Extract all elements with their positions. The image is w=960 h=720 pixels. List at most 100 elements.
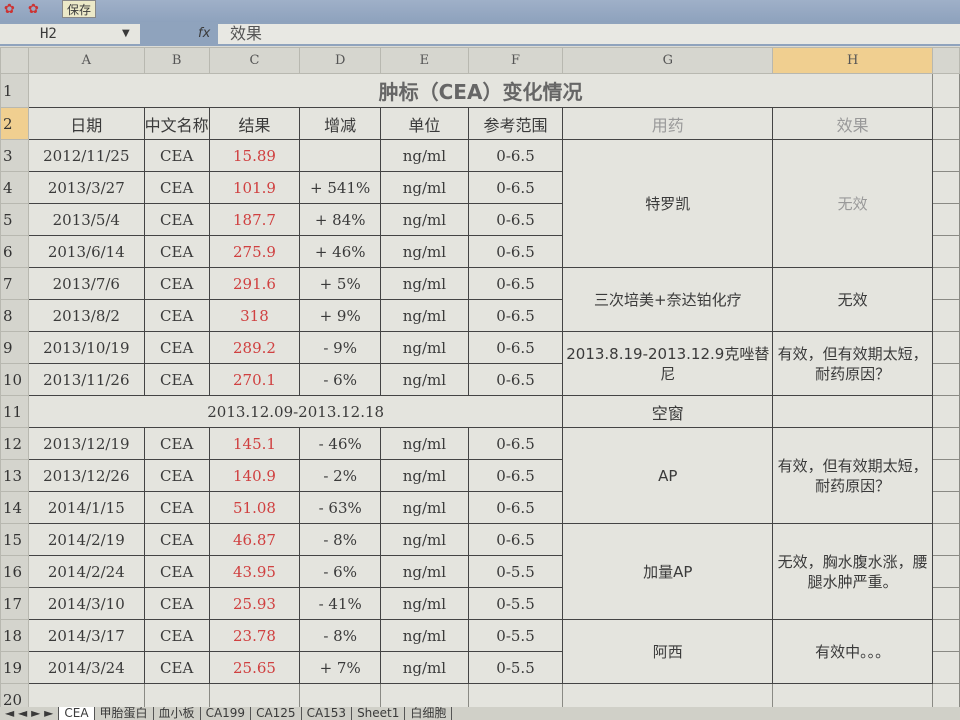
- sheet-tab[interactable]: 甲胎蛋白: [94, 707, 154, 720]
- redo-icon[interactable]: ✿: [28, 2, 39, 17]
- sheet-tab[interactable]: CEA: [59, 707, 95, 720]
- header-cell[interactable]: 参考范围: [467, 107, 564, 140]
- row-header[interactable]: 3: [0, 139, 29, 172]
- sheet-tab[interactable]: 白细胞: [405, 707, 453, 720]
- unit-cell[interactable]: ng/ml: [380, 235, 469, 268]
- range-cell[interactable]: 0-6.5: [467, 459, 564, 492]
- unit-cell[interactable]: ng/ml: [380, 139, 469, 172]
- column-header-D[interactable]: D: [299, 47, 382, 74]
- drug-cell[interactable]: 加量AP: [562, 523, 774, 620]
- range-cell[interactable]: 0-5.5: [467, 619, 564, 652]
- date-cell[interactable]: 2014/3/17: [27, 619, 145, 652]
- range-cell[interactable]: 0-6.5: [467, 427, 564, 460]
- result-cell[interactable]: 23.78: [208, 619, 301, 652]
- row-header[interactable]: 2: [0, 107, 29, 140]
- row-header[interactable]: 10: [0, 363, 29, 396]
- change-cell[interactable]: - 63%: [299, 491, 382, 524]
- change-cell[interactable]: [299, 139, 382, 172]
- change-cell[interactable]: + 541%: [299, 171, 382, 204]
- effect-cell[interactable]: [772, 395, 934, 428]
- name-cell[interactable]: CEA: [143, 523, 210, 556]
- cell[interactable]: [932, 299, 960, 332]
- cell[interactable]: [932, 587, 960, 620]
- cell[interactable]: [932, 395, 960, 428]
- unit-cell[interactable]: ng/ml: [380, 459, 469, 492]
- drug-cell[interactable]: 2013.8.19-2013.12.9克唑替尼: [562, 331, 774, 396]
- name-cell[interactable]: CEA: [143, 587, 210, 620]
- sheet-tab[interactable]: CA199: [200, 707, 252, 720]
- unit-cell[interactable]: ng/ml: [380, 523, 469, 556]
- date-cell[interactable]: 2013/8/2: [27, 299, 145, 332]
- name-cell[interactable]: CEA: [143, 171, 210, 204]
- column-header-A[interactable]: A: [27, 47, 145, 74]
- select-all-corner[interactable]: [0, 47, 29, 74]
- drug-cell[interactable]: AP: [562, 427, 774, 524]
- range-cell[interactable]: 0-6.5: [467, 331, 564, 364]
- date-cell[interactable]: 2013/12/19: [27, 427, 145, 460]
- change-cell[interactable]: + 9%: [299, 299, 382, 332]
- date-cell[interactable]: 2013/3/27: [27, 171, 145, 204]
- name-cell[interactable]: CEA: [143, 267, 210, 300]
- column-header-F[interactable]: F: [467, 47, 564, 74]
- tab-nav[interactable]: ◄ ◄ ► ►: [0, 707, 60, 720]
- effect-cell[interactable]: 有效，但有效期太短，耐药原因？: [772, 331, 934, 396]
- cell[interactable]: [932, 235, 960, 268]
- result-cell[interactable]: 43.95: [208, 555, 301, 588]
- cell[interactable]: [932, 139, 960, 172]
- row-header[interactable]: 15: [0, 523, 29, 556]
- result-cell[interactable]: 46.87: [208, 523, 301, 556]
- result-cell[interactable]: 140.9: [208, 459, 301, 492]
- unit-cell[interactable]: ng/ml: [380, 651, 469, 684]
- column-header-extra[interactable]: [932, 47, 960, 74]
- change-cell[interactable]: + 7%: [299, 651, 382, 684]
- header-cell[interactable]: 用药: [562, 107, 774, 140]
- date-cell[interactable]: 2013/5/4: [27, 203, 145, 236]
- row-header[interactable]: 14: [0, 491, 29, 524]
- unit-cell[interactable]: ng/ml: [380, 491, 469, 524]
- change-cell[interactable]: + 46%: [299, 235, 382, 268]
- change-cell[interactable]: + 5%: [299, 267, 382, 300]
- date-cell[interactable]: 2014/2/24: [27, 555, 145, 588]
- date-cell[interactable]: 2013/12/26: [27, 459, 145, 492]
- name-box[interactable]: H2: [0, 24, 140, 44]
- effect-cell[interactable]: 无效，胸水腹水涨，腰腿水肿严重。: [772, 523, 934, 620]
- name-cell[interactable]: CEA: [143, 299, 210, 332]
- unit-cell[interactable]: ng/ml: [380, 587, 469, 620]
- range-cell[interactable]: 0-6.5: [467, 235, 564, 268]
- name-cell[interactable]: CEA: [143, 651, 210, 684]
- date-cell[interactable]: 2014/3/10: [27, 587, 145, 620]
- name-cell[interactable]: CEA: [143, 491, 210, 524]
- result-cell[interactable]: 25.65: [208, 651, 301, 684]
- effect-cell[interactable]: 无效: [772, 267, 934, 332]
- result-cell[interactable]: 15.89: [208, 139, 301, 172]
- cell[interactable]: [932, 427, 960, 460]
- range-cell[interactable]: 0-6.5: [467, 139, 564, 172]
- name-cell[interactable]: CEA: [143, 363, 210, 396]
- cell[interactable]: [932, 171, 960, 204]
- sheet-title[interactable]: 肿标（CEA）变化情况: [28, 73, 933, 108]
- date-cell[interactable]: 2014/3/24: [27, 651, 145, 684]
- row-header[interactable]: 16: [0, 555, 29, 588]
- row-header[interactable]: 1: [0, 73, 29, 108]
- unit-cell[interactable]: ng/ml: [380, 203, 469, 236]
- cell[interactable]: [932, 459, 960, 492]
- formula-input[interactable]: 效果: [218, 24, 960, 44]
- range-cell[interactable]: 0-5.5: [467, 555, 564, 588]
- drug-cell[interactable]: 空窗: [562, 395, 774, 428]
- range-cell[interactable]: 0-6.5: [467, 523, 564, 556]
- date-cell[interactable]: 2013/10/19: [27, 331, 145, 364]
- unit-cell[interactable]: ng/ml: [380, 171, 469, 204]
- gap-period[interactable]: 2013.12.09-2013.12.18: [27, 395, 564, 428]
- cell[interactable]: [932, 107, 960, 140]
- range-cell[interactable]: 0-5.5: [467, 587, 564, 620]
- effect-cell[interactable]: 有效，但有效期太短，耐药原因？: [772, 427, 934, 524]
- result-cell[interactable]: 25.93: [208, 587, 301, 620]
- change-cell[interactable]: - 8%: [299, 619, 382, 652]
- result-cell[interactable]: 318: [208, 299, 301, 332]
- change-cell[interactable]: - 6%: [299, 555, 382, 588]
- row-header[interactable]: 13: [0, 459, 29, 492]
- sheet-tab[interactable]: 血小板: [153, 707, 201, 720]
- unit-cell[interactable]: ng/ml: [380, 267, 469, 300]
- row-header[interactable]: 8: [0, 299, 29, 332]
- cell[interactable]: [932, 523, 960, 556]
